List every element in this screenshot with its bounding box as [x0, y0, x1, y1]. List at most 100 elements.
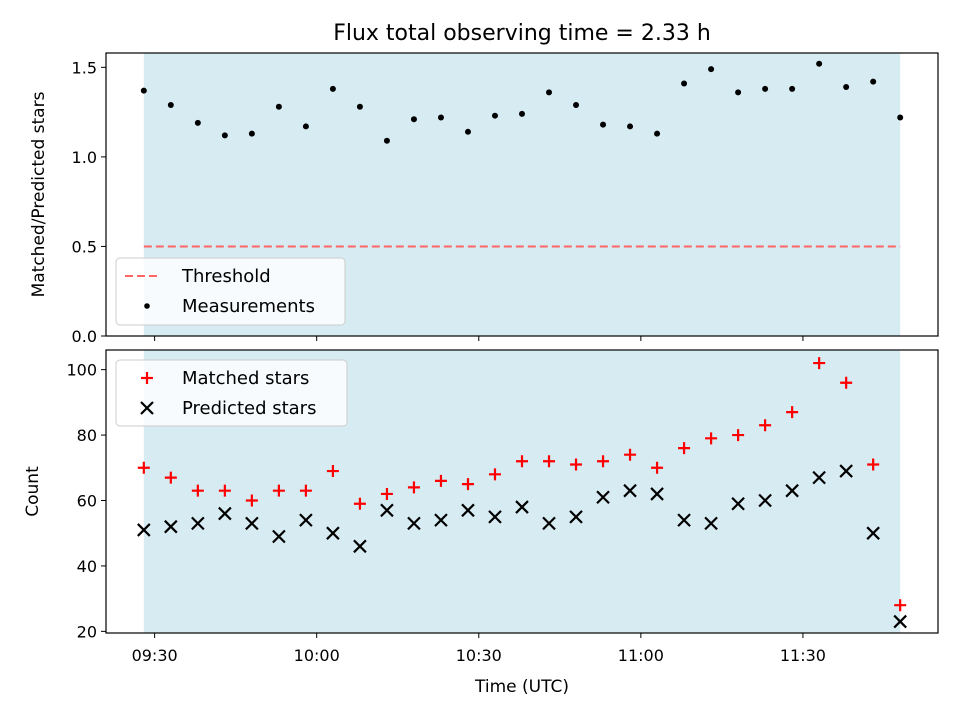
- measurement-point: [627, 123, 634, 130]
- measurement-point: [356, 103, 363, 110]
- measurement-point: [437, 114, 444, 121]
- predicted-star-point: [245, 516, 259, 531]
- predicted-star-point: [542, 516, 556, 531]
- measurement-point: [789, 85, 796, 92]
- matched-star-point: [759, 419, 772, 432]
- measurement-point: [870, 78, 877, 85]
- measurement-point: [410, 116, 417, 123]
- predicted-star-point: [704, 516, 718, 531]
- top-x-ticks: [154, 336, 804, 341]
- x-axis-label: Time (UTC): [474, 677, 569, 697]
- top-axes-frame: [105, 52, 939, 337]
- predicted-star-point: [596, 490, 610, 505]
- y-tick-label: 20: [77, 622, 97, 641]
- matched-star-point: [840, 376, 853, 389]
- predicted-star-point: [353, 539, 367, 554]
- bottom-x-ticks: 09:30 10:00 10:30 11:00 11:30: [132, 633, 826, 665]
- predicted-star-point: [407, 516, 421, 531]
- matched-star-point: [488, 468, 501, 481]
- measurement-point: [843, 84, 850, 91]
- bottom-legend-box: [115, 359, 348, 427]
- predicted-star-point: [380, 503, 394, 518]
- matched-star-point: [245, 494, 258, 507]
- x-tick-label: 11:00: [618, 646, 664, 665]
- top-y-ticks: 0.0 0.5 1.0 1.5: [72, 58, 106, 346]
- top-legend-box: [115, 257, 346, 326]
- matched-star-point: [543, 455, 556, 468]
- matched-star-point: [516, 455, 528, 468]
- figure-title: Flux total observing time = 2.33 h: [333, 21, 711, 46]
- predicted-star-point: [461, 503, 475, 518]
- measurement-point: [302, 123, 309, 130]
- predicted-stars-points: [137, 464, 907, 629]
- predicted-star-point: [488, 510, 502, 524]
- bottom-panel: 20 40 60 80 100 09:30 10:00 10:30 11:00 11:30 Co…: [23, 349, 939, 697]
- matched-star-point: [407, 481, 420, 494]
- matched-star-point: [813, 357, 826, 370]
- measurement-point: [816, 60, 823, 67]
- matched-star-point: [434, 474, 447, 487]
- y-tick-label: 80: [77, 426, 97, 445]
- predicted-star-point: [272, 529, 286, 544]
- predicted-star-point: [434, 513, 448, 527]
- top-y-axis-label: Matched/Predicted stars: [29, 91, 49, 297]
- y-tick-label: 0.0: [72, 327, 97, 346]
- predicted-star-point: [893, 614, 907, 629]
- matched-star-point: [705, 432, 718, 445]
- legend-measurements-swatch: [144, 303, 150, 309]
- legend-predicted-swatch: [140, 401, 154, 415]
- predicted-star-point: [569, 510, 583, 524]
- matched-star-point: [191, 484, 204, 497]
- bottom-legend: Matched stars Predicted stars: [115, 359, 348, 427]
- measurement-point: [708, 66, 715, 73]
- predicted-star-point: [866, 526, 880, 540]
- measurement-point: [573, 101, 580, 108]
- predicted-star-point: [758, 493, 772, 508]
- measurement-point: [329, 85, 336, 92]
- predicted-star-point: [299, 513, 313, 527]
- measurement-point: [762, 85, 769, 92]
- bottom-axes-frame: [105, 349, 939, 634]
- predicted-star-point: [785, 483, 799, 498]
- top-legend: Threshold Measurements: [115, 257, 346, 326]
- predicted-star-point: [137, 523, 151, 537]
- measurement-point: [519, 110, 525, 117]
- matched-star-point: [218, 484, 231, 497]
- y-tick-label: 60: [77, 491, 97, 510]
- predicted-star-point: [677, 513, 691, 527]
- x-tick-label: 10:30: [456, 646, 502, 665]
- matched-star-point: [353, 497, 366, 510]
- matched-star-point: [570, 458, 583, 471]
- matched-star-point: [164, 471, 177, 484]
- predicted-star-point: [218, 506, 232, 521]
- y-tick-label: 100: [66, 361, 97, 380]
- predicted-star-point: [515, 500, 529, 514]
- predicted-star-point: [650, 487, 664, 501]
- predicted-star-point: [164, 519, 178, 534]
- measurement-point: [275, 103, 282, 110]
- x-tick-label: 10:00: [294, 646, 340, 665]
- matched-star-point: [299, 484, 312, 497]
- matched-star-point: [326, 465, 339, 478]
- y-tick-label: 1.5: [72, 58, 97, 77]
- predicted-star-point: [812, 470, 826, 485]
- measurement-point: [464, 128, 471, 135]
- predicted-star-point: [623, 483, 637, 498]
- measurement-point: [681, 80, 688, 87]
- y-tick-label: 40: [77, 557, 97, 576]
- legend-matched-swatch: [141, 372, 153, 384]
- x-tick-label: 11:30: [780, 646, 826, 665]
- measurements-points: [140, 60, 904, 144]
- matched-star-point: [137, 461, 150, 474]
- bottom-y-ticks: 20 40 60 80 100: [66, 361, 106, 641]
- matched-star-point: [651, 461, 664, 474]
- measurement-point: [140, 87, 147, 94]
- predicted-star-point: [191, 516, 205, 531]
- matched-star-point: [624, 448, 637, 461]
- measurement-point: [654, 130, 661, 137]
- y-tick-label: 0.5: [72, 237, 97, 256]
- legend-threshold-label: Threshold: [181, 266, 271, 287]
- top-panel: 0.0 0.5 1.0 1.5 Matched/Predicted stars Thr…: [29, 52, 939, 346]
- predicted-star-point: [839, 464, 853, 478]
- measurement-point: [383, 137, 390, 144]
